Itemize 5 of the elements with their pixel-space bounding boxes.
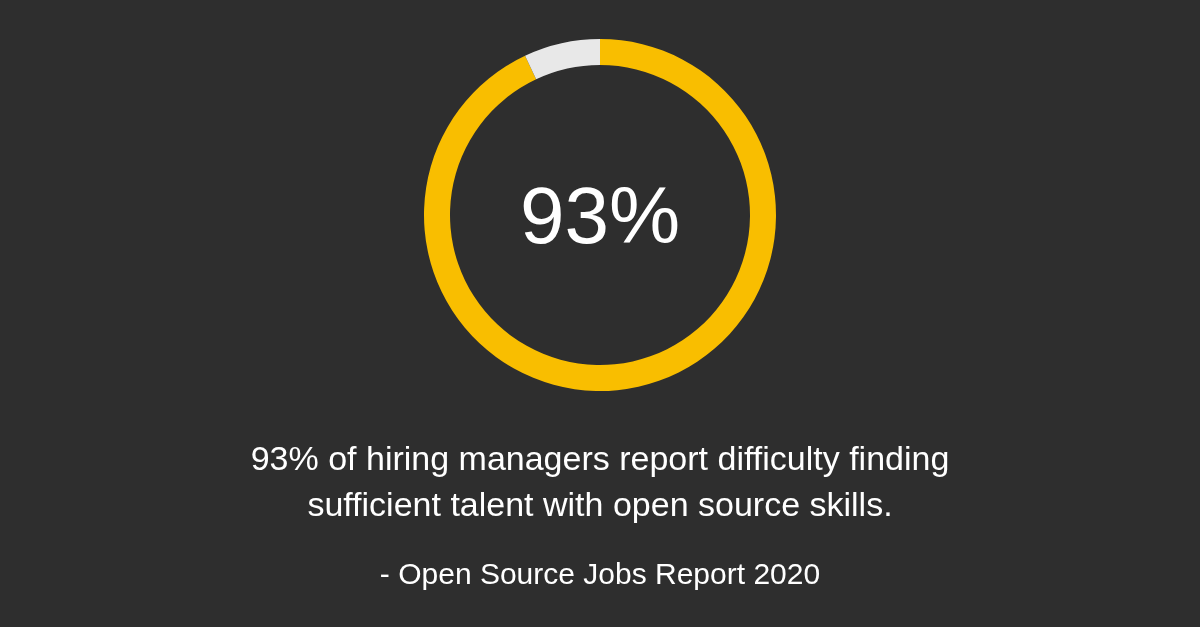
donut-slice <box>424 39 776 391</box>
text: 93% of hiring managers report difficulty finding sufficient talent with open source skills. <box>250 439 950 523</box>
donut-slice <box>525 39 600 80</box>
data-label: 93% <box>519 171 681 260</box>
text: - Open Source Jobs Report 2020 <box>379 557 821 590</box>
